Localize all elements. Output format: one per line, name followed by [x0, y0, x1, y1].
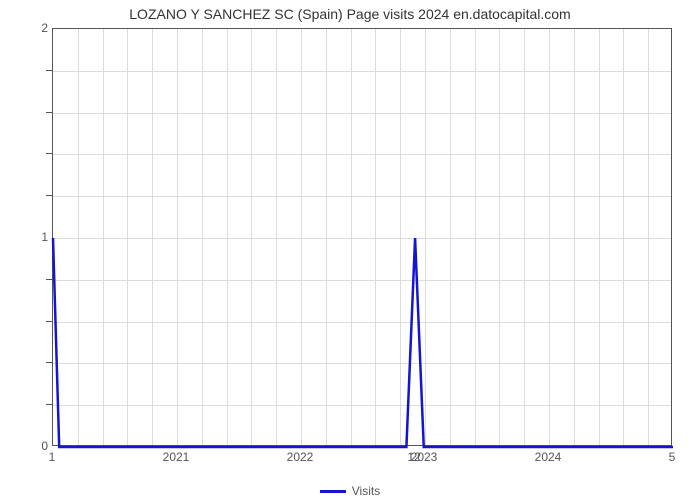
- y-minor-tick: [46, 70, 52, 71]
- y-minor-tick: [46, 153, 52, 154]
- x-tick-label: 2022: [287, 450, 314, 464]
- y-minor-tick: [46, 321, 52, 322]
- y-minor-tick: [46, 404, 52, 405]
- x-tick-label: 2021: [163, 450, 190, 464]
- legend: Visits: [0, 484, 700, 498]
- y-tick-label: 2: [41, 21, 48, 35]
- y-minor-tick: [46, 195, 52, 196]
- y-minor-tick: [46, 279, 52, 280]
- legend-label: Visits: [352, 484, 380, 498]
- y-minor-tick: [46, 362, 52, 363]
- data-point-label: 1: [49, 450, 56, 464]
- data-point-label: 12: [407, 450, 420, 464]
- x-tick-label: 2024: [535, 450, 562, 464]
- y-minor-tick: [46, 112, 52, 113]
- plot-area: [52, 28, 672, 446]
- legend-swatch: [320, 490, 346, 493]
- chart-title: LOZANO Y SANCHEZ SC (Spain) Page visits …: [0, 6, 700, 22]
- y-tick-label: 0: [41, 439, 48, 453]
- visits-line: [53, 238, 673, 447]
- y-tick-label: 1: [41, 230, 48, 244]
- data-point-label: 5: [669, 450, 676, 464]
- page-visits-chart: LOZANO Y SANCHEZ SC (Spain) Page visits …: [0, 0, 700, 500]
- line-path-svg: [53, 29, 671, 445]
